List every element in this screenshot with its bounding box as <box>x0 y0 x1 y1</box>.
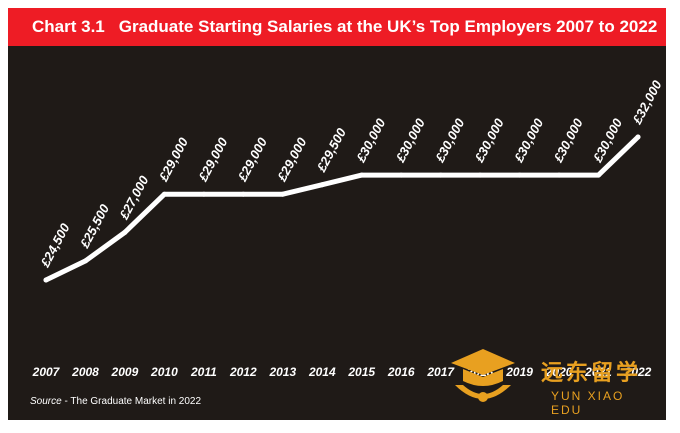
x-tick-label: 2016 <box>387 365 415 379</box>
title-bar: Chart 3.1 Graduate Starting Salaries at … <box>8 8 666 46</box>
data-label: £30,000 <box>392 115 428 165</box>
data-point <box>438 172 444 178</box>
data-point <box>359 172 365 178</box>
data-point <box>201 191 207 197</box>
chart-panel: Chart 3.1 Graduate Starting Salaries at … <box>8 8 666 420</box>
x-tick-label: 2020 <box>545 365 573 379</box>
x-tick-label: 2013 <box>268 365 296 379</box>
x-tick-label: 2019 <box>505 365 533 379</box>
data-label: £29,000 <box>195 134 231 184</box>
data-point <box>596 172 601 178</box>
x-tick-label: 2017 <box>426 365 455 379</box>
watermark-english: YUN XIAO EDU <box>551 389 625 417</box>
chart-title: Graduate Starting Salaries at the UK’s T… <box>118 17 658 36</box>
data-point <box>398 172 404 178</box>
data-label: £30,000 <box>432 115 468 165</box>
data-label: £29,000 <box>274 134 310 184</box>
watermark-chinese: 远东留学 <box>541 361 642 386</box>
data-label: £30,000 <box>550 115 586 165</box>
data-label: £29,000 <box>234 134 270 184</box>
data-point <box>240 191 246 197</box>
series-line <box>43 134 641 283</box>
x-tick-label: 2010 <box>150 365 178 379</box>
data-label: £29,500 <box>313 125 349 175</box>
line-chart: £24,5002007£25,5002008£27,0002009£29,000… <box>32 77 665 379</box>
graduation-cap-logo <box>451 349 515 402</box>
x-tick-label: 2014 <box>308 365 336 379</box>
source-note: Source - The Graduate Market in 2022 <box>30 396 201 407</box>
data-point <box>43 277 49 283</box>
data-point <box>635 134 641 140</box>
x-tick-label: 2015 <box>347 365 375 379</box>
data-label: £32,000 <box>629 77 665 127</box>
source-prefix: Source <box>30 396 62 407</box>
source-text: - The Graduate Market in 2022 <box>61 396 202 407</box>
data-label: £30,000 <box>471 115 507 165</box>
data-label: £24,500 <box>37 220 73 270</box>
data-label: £30,000 <box>589 115 625 165</box>
data-point <box>161 191 167 197</box>
data-point <box>280 191 286 197</box>
x-tick-label: 2007 <box>32 365 61 379</box>
data-label: £30,000 <box>353 115 389 165</box>
x-tick-label: 2021 <box>584 365 612 379</box>
data-point <box>122 229 128 235</box>
watermark: 远东留学 YUN XIAO EDU <box>433 341 653 417</box>
data-label: £30,000 <box>511 115 547 165</box>
x-tick-label: 2022 <box>624 365 652 379</box>
data-label: £27,000 <box>116 172 152 222</box>
data-point <box>517 172 523 178</box>
x-tick-label: 2012 <box>229 365 257 379</box>
x-tick-label: 2008 <box>71 365 99 379</box>
data-point <box>319 182 325 188</box>
x-tick-label: 2011 <box>190 365 217 379</box>
data-label: £29,000 <box>155 134 191 184</box>
data-point <box>83 258 88 264</box>
x-tick-label: 2009 <box>111 365 139 379</box>
data-point <box>477 172 483 178</box>
data-point <box>556 172 562 178</box>
chart-number-label: Chart 3.1 <box>32 17 105 36</box>
